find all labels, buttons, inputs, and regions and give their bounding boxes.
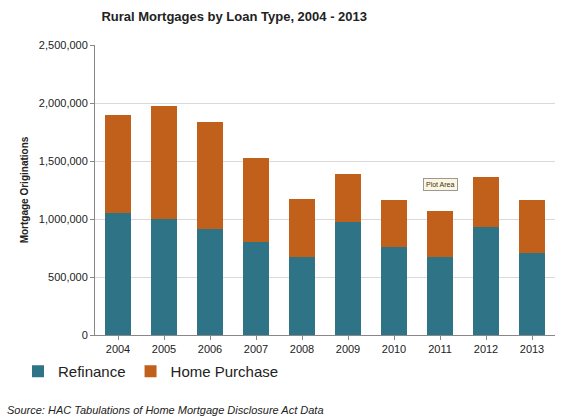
svg-text:1,500,000: 1,500,000 xyxy=(39,155,88,167)
svg-text:Refinance: Refinance xyxy=(58,363,126,380)
svg-text:2,000,000: 2,000,000 xyxy=(39,97,88,109)
svg-text:0: 0 xyxy=(82,329,88,341)
svg-text:2013: 2013 xyxy=(520,343,544,355)
svg-text:2012: 2012 xyxy=(474,343,498,355)
svg-text:2007: 2007 xyxy=(244,343,268,355)
svg-text:2004: 2004 xyxy=(106,343,130,355)
svg-text:2009: 2009 xyxy=(336,343,360,355)
svg-text:2010: 2010 xyxy=(382,343,406,355)
svg-text:Mortgage Originations: Mortgage Originations xyxy=(19,136,30,243)
svg-text:2008: 2008 xyxy=(290,343,314,355)
svg-text:Source: HAC Tabulations of Hom: Source: HAC Tabulations of Home Mortgage… xyxy=(7,404,324,416)
svg-text:Home Purchase: Home Purchase xyxy=(171,363,279,380)
svg-text:2005: 2005 xyxy=(152,343,176,355)
svg-text:2,500,000: 2,500,000 xyxy=(39,39,88,51)
svg-text:500,000: 500,000 xyxy=(48,271,88,283)
svg-text:Plot Area: Plot Area xyxy=(426,181,455,188)
svg-text:2006: 2006 xyxy=(198,343,222,355)
svg-text:Rural Mortgages by Loan Type,: Rural Mortgages by Loan Type, 2004 - 201… xyxy=(101,9,367,24)
svg-text:1,000,000: 1,000,000 xyxy=(39,213,88,225)
svg-text:2011: 2011 xyxy=(428,343,452,355)
